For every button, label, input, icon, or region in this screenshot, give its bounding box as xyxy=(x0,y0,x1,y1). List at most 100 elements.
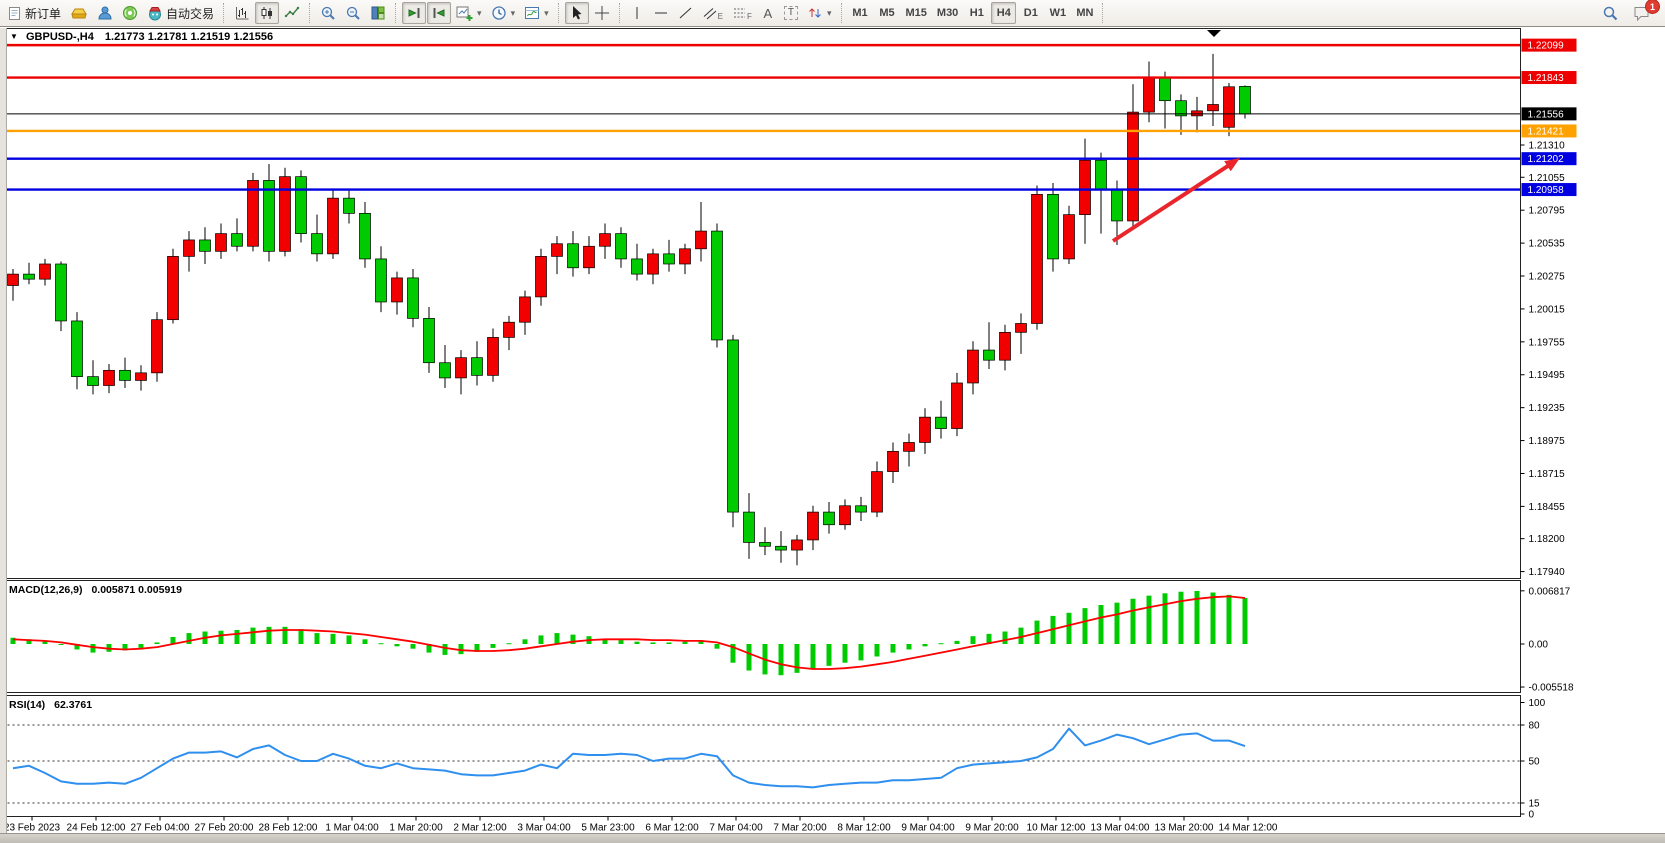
timeframe-button-d1[interactable]: D1 xyxy=(1018,2,1043,24)
price-chart[interactable]: 1.21310 1.21055 1.20795 1.20535 1.20275 1.200… xyxy=(0,28,1665,843)
trendline-button[interactable] xyxy=(674,2,698,24)
symbols-button[interactable] xyxy=(66,2,92,24)
macd-bar xyxy=(986,633,992,644)
notifications-button[interactable]: 1 xyxy=(1629,0,1660,24)
search-button[interactable] xyxy=(1598,2,1623,24)
candle-body xyxy=(151,319,163,374)
label-button[interactable]: T xyxy=(780,2,802,24)
candle-body xyxy=(967,349,979,384)
candle-body xyxy=(1015,323,1027,333)
macd-bar xyxy=(1226,594,1232,644)
macd-bar xyxy=(842,644,848,663)
macd-bar xyxy=(890,644,896,653)
timeframe-button-h1[interactable]: H1 xyxy=(964,2,989,24)
candle-body xyxy=(215,233,227,252)
macd-bar xyxy=(570,634,576,644)
signal-icon xyxy=(123,6,138,20)
line-chart-button[interactable] xyxy=(280,2,304,24)
auto-scroll-button[interactable] xyxy=(402,2,427,24)
price-tick-label: 1.19755 xyxy=(1529,337,1566,348)
macd-bar xyxy=(330,633,336,644)
time-label: 27 Feb 04:00 xyxy=(131,823,190,834)
time-label: 28 Feb 12:00 xyxy=(259,823,318,834)
price-tick-label: 1.21310 xyxy=(1529,141,1566,152)
macd-bar xyxy=(682,641,688,644)
macd-bar xyxy=(1002,631,1008,644)
candle-body xyxy=(87,376,99,386)
macd-bar xyxy=(1018,627,1024,644)
arrows-button[interactable]: ▾ xyxy=(803,2,836,24)
fibonacci-button[interactable]: F xyxy=(728,2,756,24)
vertical-line-icon xyxy=(636,7,638,19)
zoom-in-button[interactable] xyxy=(316,2,340,24)
chart-expander-icon[interactable]: ▼ xyxy=(10,32,18,41)
candle-body xyxy=(311,233,323,255)
candle-body xyxy=(135,372,147,381)
macd-bar xyxy=(650,642,656,644)
rsi-label: RSI(14) xyxy=(9,698,46,711)
macd-bar xyxy=(730,644,736,663)
text-button[interactable]: A xyxy=(757,2,779,24)
macd-bar xyxy=(58,644,64,645)
search-icon xyxy=(1603,6,1618,20)
bar-chart-icon xyxy=(236,7,249,20)
time-axis: 23 Feb 2023 24 Feb 12:00 27 Feb 04:00 27 Fe… xyxy=(4,816,1278,834)
candle-body xyxy=(1079,159,1091,215)
candle-body xyxy=(775,545,787,551)
time-label: 6 Mar 12:00 xyxy=(645,823,699,834)
timeframe-button-h4[interactable]: H4 xyxy=(991,2,1017,24)
time-label: 13 Mar 04:00 xyxy=(1091,823,1150,834)
panel-frames xyxy=(6,28,1521,817)
signals-button[interactable] xyxy=(118,2,142,24)
arrow-annotation[interactable] xyxy=(1111,158,1240,243)
chart-shift-button[interactable] xyxy=(427,2,452,24)
templates-button[interactable]: ▾ xyxy=(520,2,553,24)
candle-body xyxy=(535,256,547,298)
channel-button[interactable]: E xyxy=(699,2,727,24)
macd-header: MACD(12,26,9) 0.005871 0.005919 xyxy=(9,584,182,596)
candlestick-chart-icon xyxy=(261,7,273,19)
candle-body xyxy=(439,362,451,379)
cursor-icon xyxy=(572,6,582,20)
timeframe-button-mn[interactable]: MN xyxy=(1072,2,1097,24)
timeframe-button-w1[interactable]: W1 xyxy=(1045,2,1070,24)
dropdown-caret: ▾ xyxy=(510,7,516,18)
candle-body xyxy=(247,180,259,247)
rsi-axis-label: 15 xyxy=(1529,799,1541,810)
macd-bar xyxy=(442,644,448,655)
price-line-label-box xyxy=(1521,107,1577,121)
periods-button[interactable]: ▾ xyxy=(487,2,520,24)
profile-button[interactable] xyxy=(93,2,117,24)
tile-windows-button[interactable] xyxy=(366,2,390,24)
candlestick-chart-button[interactable] xyxy=(255,2,280,24)
timeframe-button-m1[interactable]: M1 xyxy=(848,2,873,24)
macd-bar xyxy=(410,644,416,649)
scroll-end-marker xyxy=(1207,30,1221,37)
macd-layer xyxy=(10,590,1248,676)
macd-bar xyxy=(1066,612,1072,644)
bar-chart-button[interactable] xyxy=(230,2,254,24)
candle-body xyxy=(327,197,339,255)
new-chart-icon xyxy=(456,6,473,21)
macd-bar xyxy=(794,644,800,673)
macd-bar xyxy=(602,638,608,644)
horizontal-line-button[interactable] xyxy=(649,2,673,24)
timeframe-button-m15[interactable]: M15 xyxy=(902,2,931,24)
zoom-out-button[interactable] xyxy=(341,2,365,24)
toolbar-separator xyxy=(618,3,621,23)
chart-region: 1.21310 1.21055 1.20795 1.20535 1.20275 1.200… xyxy=(0,28,1665,843)
autotrading-button[interactable]: 自动交易 xyxy=(143,2,218,24)
candle-body xyxy=(695,230,707,250)
macd-label: MACD(12,26,9) xyxy=(9,583,83,596)
crosshair-button[interactable] xyxy=(590,2,614,24)
vertical-line-button[interactable] xyxy=(626,2,648,24)
candle-body xyxy=(167,256,179,321)
candle-body xyxy=(951,382,963,429)
new-chart-button[interactable]: ▾ xyxy=(452,2,486,24)
fibo-sub-label: F xyxy=(746,12,752,21)
cursor-button[interactable] xyxy=(564,2,589,24)
new-order-button[interactable]: 新订单 xyxy=(4,2,65,24)
timeframe-button-m5[interactable]: M5 xyxy=(875,2,900,24)
timeframe-button-m30[interactable]: M30 xyxy=(933,2,962,24)
time-label: 7 Mar 20:00 xyxy=(773,823,827,834)
